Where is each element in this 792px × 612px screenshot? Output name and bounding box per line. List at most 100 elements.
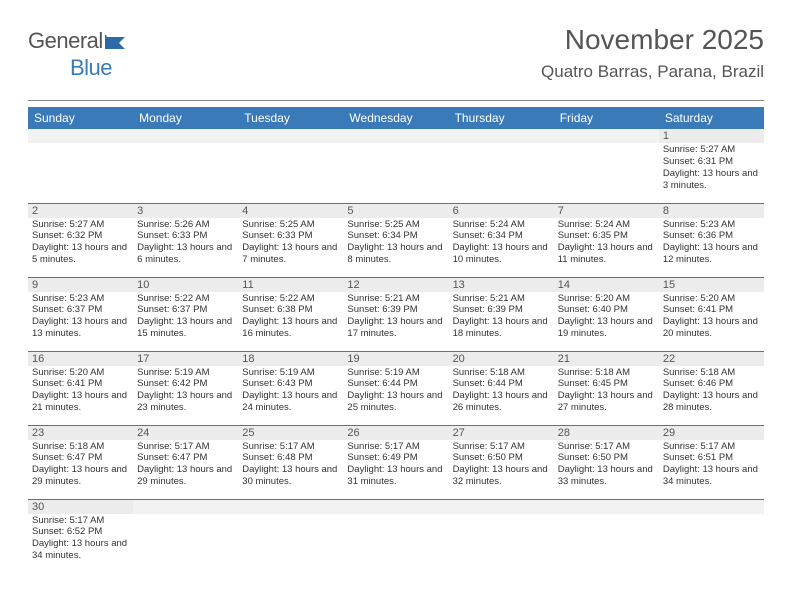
calendar-cell: 29Sunrise: 5:17 AMSunset: 6:51 PMDayligh…: [659, 425, 764, 499]
day-details: Sunrise: 5:23 AMSunset: 6:37 PMDaylight:…: [28, 292, 133, 343]
calendar-cell: 3Sunrise: 5:26 AMSunset: 6:33 PMDaylight…: [133, 203, 238, 277]
day-number: 17: [133, 352, 238, 366]
day-number-empty: [554, 500, 659, 514]
day-number: 27: [449, 426, 554, 440]
calendar-cell: 15Sunrise: 5:20 AMSunset: 6:41 PMDayligh…: [659, 277, 764, 351]
day-details: Sunrise: 5:26 AMSunset: 6:33 PMDaylight:…: [133, 218, 238, 269]
weekday-header: Monday: [133, 107, 238, 129]
day-details: Sunrise: 5:17 AMSunset: 6:52 PMDaylight:…: [28, 514, 133, 565]
day-details: Sunrise: 5:18 AMSunset: 6:45 PMDaylight:…: [554, 366, 659, 417]
day-details: Sunrise: 5:27 AMSunset: 6:31 PMDaylight:…: [659, 143, 764, 194]
calendar-cell: [659, 499, 764, 573]
day-details: Sunrise: 5:18 AMSunset: 6:46 PMDaylight:…: [659, 366, 764, 417]
day-details: Sunrise: 5:20 AMSunset: 6:40 PMDaylight:…: [554, 292, 659, 343]
day-number: 16: [28, 352, 133, 366]
day-details: Sunrise: 5:17 AMSunset: 6:50 PMDaylight:…: [449, 440, 554, 491]
day-number-empty: [449, 500, 554, 514]
day-number: 2: [28, 204, 133, 218]
day-details: Sunrise: 5:24 AMSunset: 6:35 PMDaylight:…: [554, 218, 659, 269]
day-number-empty: [554, 129, 659, 143]
calendar-cell: 28Sunrise: 5:17 AMSunset: 6:50 PMDayligh…: [554, 425, 659, 499]
calendar-cell: [238, 129, 343, 203]
day-number: 20: [449, 352, 554, 366]
day-details: Sunrise: 5:17 AMSunset: 6:51 PMDaylight:…: [659, 440, 764, 491]
calendar-cell: 26Sunrise: 5:17 AMSunset: 6:49 PMDayligh…: [343, 425, 448, 499]
calendar-cell: 4Sunrise: 5:25 AMSunset: 6:33 PMDaylight…: [238, 203, 343, 277]
brand-name-a: General: [28, 28, 103, 53]
day-number: 21: [554, 352, 659, 366]
weekday-header-row: Sunday Monday Tuesday Wednesday Thursday…: [28, 107, 764, 129]
calendar-cell: 6Sunrise: 5:24 AMSunset: 6:34 PMDaylight…: [449, 203, 554, 277]
day-number: 19: [343, 352, 448, 366]
day-details: Sunrise: 5:25 AMSunset: 6:34 PMDaylight:…: [343, 218, 448, 269]
day-number: 18: [238, 352, 343, 366]
calendar-cell: [133, 499, 238, 573]
page-title: November 2025: [28, 24, 764, 56]
calendar-cell: [449, 129, 554, 203]
calendar-cell: 7Sunrise: 5:24 AMSunset: 6:35 PMDaylight…: [554, 203, 659, 277]
weekday-header: Saturday: [659, 107, 764, 129]
day-number: 28: [554, 426, 659, 440]
calendar-row: 9Sunrise: 5:23 AMSunset: 6:37 PMDaylight…: [28, 277, 764, 351]
calendar-cell: 27Sunrise: 5:17 AMSunset: 6:50 PMDayligh…: [449, 425, 554, 499]
day-details: Sunrise: 5:21 AMSunset: 6:39 PMDaylight:…: [343, 292, 448, 343]
divider: [28, 100, 764, 101]
day-number: 15: [659, 278, 764, 292]
weekday-header: Tuesday: [238, 107, 343, 129]
day-number-empty: [238, 500, 343, 514]
day-number-empty: [133, 129, 238, 143]
calendar-cell: 23Sunrise: 5:18 AMSunset: 6:47 PMDayligh…: [28, 425, 133, 499]
day-details: Sunrise: 5:17 AMSunset: 6:49 PMDaylight:…: [343, 440, 448, 491]
day-details: Sunrise: 5:19 AMSunset: 6:42 PMDaylight:…: [133, 366, 238, 417]
calendar-cell: 20Sunrise: 5:18 AMSunset: 6:44 PMDayligh…: [449, 351, 554, 425]
day-details: Sunrise: 5:19 AMSunset: 6:43 PMDaylight:…: [238, 366, 343, 417]
calendar-row: 16Sunrise: 5:20 AMSunset: 6:41 PMDayligh…: [28, 351, 764, 425]
page-header: General Blue November 2025 Quatro Barras…: [0, 0, 792, 96]
calendar-cell: 10Sunrise: 5:22 AMSunset: 6:37 PMDayligh…: [133, 277, 238, 351]
day-number-empty: [659, 500, 764, 514]
day-number: 30: [28, 500, 133, 514]
day-number: 7: [554, 204, 659, 218]
calendar-cell: [343, 129, 448, 203]
calendar-cell: 14Sunrise: 5:20 AMSunset: 6:40 PMDayligh…: [554, 277, 659, 351]
day-number: 22: [659, 352, 764, 366]
day-number: 25: [238, 426, 343, 440]
calendar-cell: 8Sunrise: 5:23 AMSunset: 6:36 PMDaylight…: [659, 203, 764, 277]
calendar-table: Sunday Monday Tuesday Wednesday Thursday…: [28, 107, 764, 573]
day-number: 8: [659, 204, 764, 218]
day-details: Sunrise: 5:23 AMSunset: 6:36 PMDaylight:…: [659, 218, 764, 269]
calendar-cell: 1Sunrise: 5:27 AMSunset: 6:31 PMDaylight…: [659, 129, 764, 203]
calendar-cell: [238, 499, 343, 573]
calendar-cell: 21Sunrise: 5:18 AMSunset: 6:45 PMDayligh…: [554, 351, 659, 425]
calendar-cell: [449, 499, 554, 573]
calendar-cell: 17Sunrise: 5:19 AMSunset: 6:42 PMDayligh…: [133, 351, 238, 425]
day-details: Sunrise: 5:20 AMSunset: 6:41 PMDaylight:…: [659, 292, 764, 343]
day-details: Sunrise: 5:19 AMSunset: 6:44 PMDaylight:…: [343, 366, 448, 417]
weekday-header: Thursday: [449, 107, 554, 129]
calendar-row: 30Sunrise: 5:17 AMSunset: 6:52 PMDayligh…: [28, 499, 764, 573]
calendar-cell: 2Sunrise: 5:27 AMSunset: 6:32 PMDaylight…: [28, 203, 133, 277]
day-number-empty: [28, 129, 133, 143]
calendar-cell: 9Sunrise: 5:23 AMSunset: 6:37 PMDaylight…: [28, 277, 133, 351]
day-details: Sunrise: 5:18 AMSunset: 6:47 PMDaylight:…: [28, 440, 133, 491]
day-number: 11: [238, 278, 343, 292]
brand-name-b: Blue: [70, 55, 112, 80]
day-details: Sunrise: 5:17 AMSunset: 6:48 PMDaylight:…: [238, 440, 343, 491]
day-number: 1: [659, 129, 764, 143]
page-subtitle: Quatro Barras, Parana, Brazil: [28, 62, 764, 82]
calendar-cell: [343, 499, 448, 573]
day-number: 29: [659, 426, 764, 440]
day-details: Sunrise: 5:22 AMSunset: 6:37 PMDaylight:…: [133, 292, 238, 343]
day-number: 5: [343, 204, 448, 218]
flag-icon: [105, 29, 127, 55]
day-number: 14: [554, 278, 659, 292]
day-number-empty: [238, 129, 343, 143]
day-number: 6: [449, 204, 554, 218]
day-number-empty: [343, 129, 448, 143]
day-details: Sunrise: 5:22 AMSunset: 6:38 PMDaylight:…: [238, 292, 343, 343]
calendar-row: 1Sunrise: 5:27 AMSunset: 6:31 PMDaylight…: [28, 129, 764, 203]
calendar-cell: [28, 129, 133, 203]
day-details: Sunrise: 5:27 AMSunset: 6:32 PMDaylight:…: [28, 218, 133, 269]
calendar-cell: 19Sunrise: 5:19 AMSunset: 6:44 PMDayligh…: [343, 351, 448, 425]
day-details: Sunrise: 5:20 AMSunset: 6:41 PMDaylight:…: [28, 366, 133, 417]
